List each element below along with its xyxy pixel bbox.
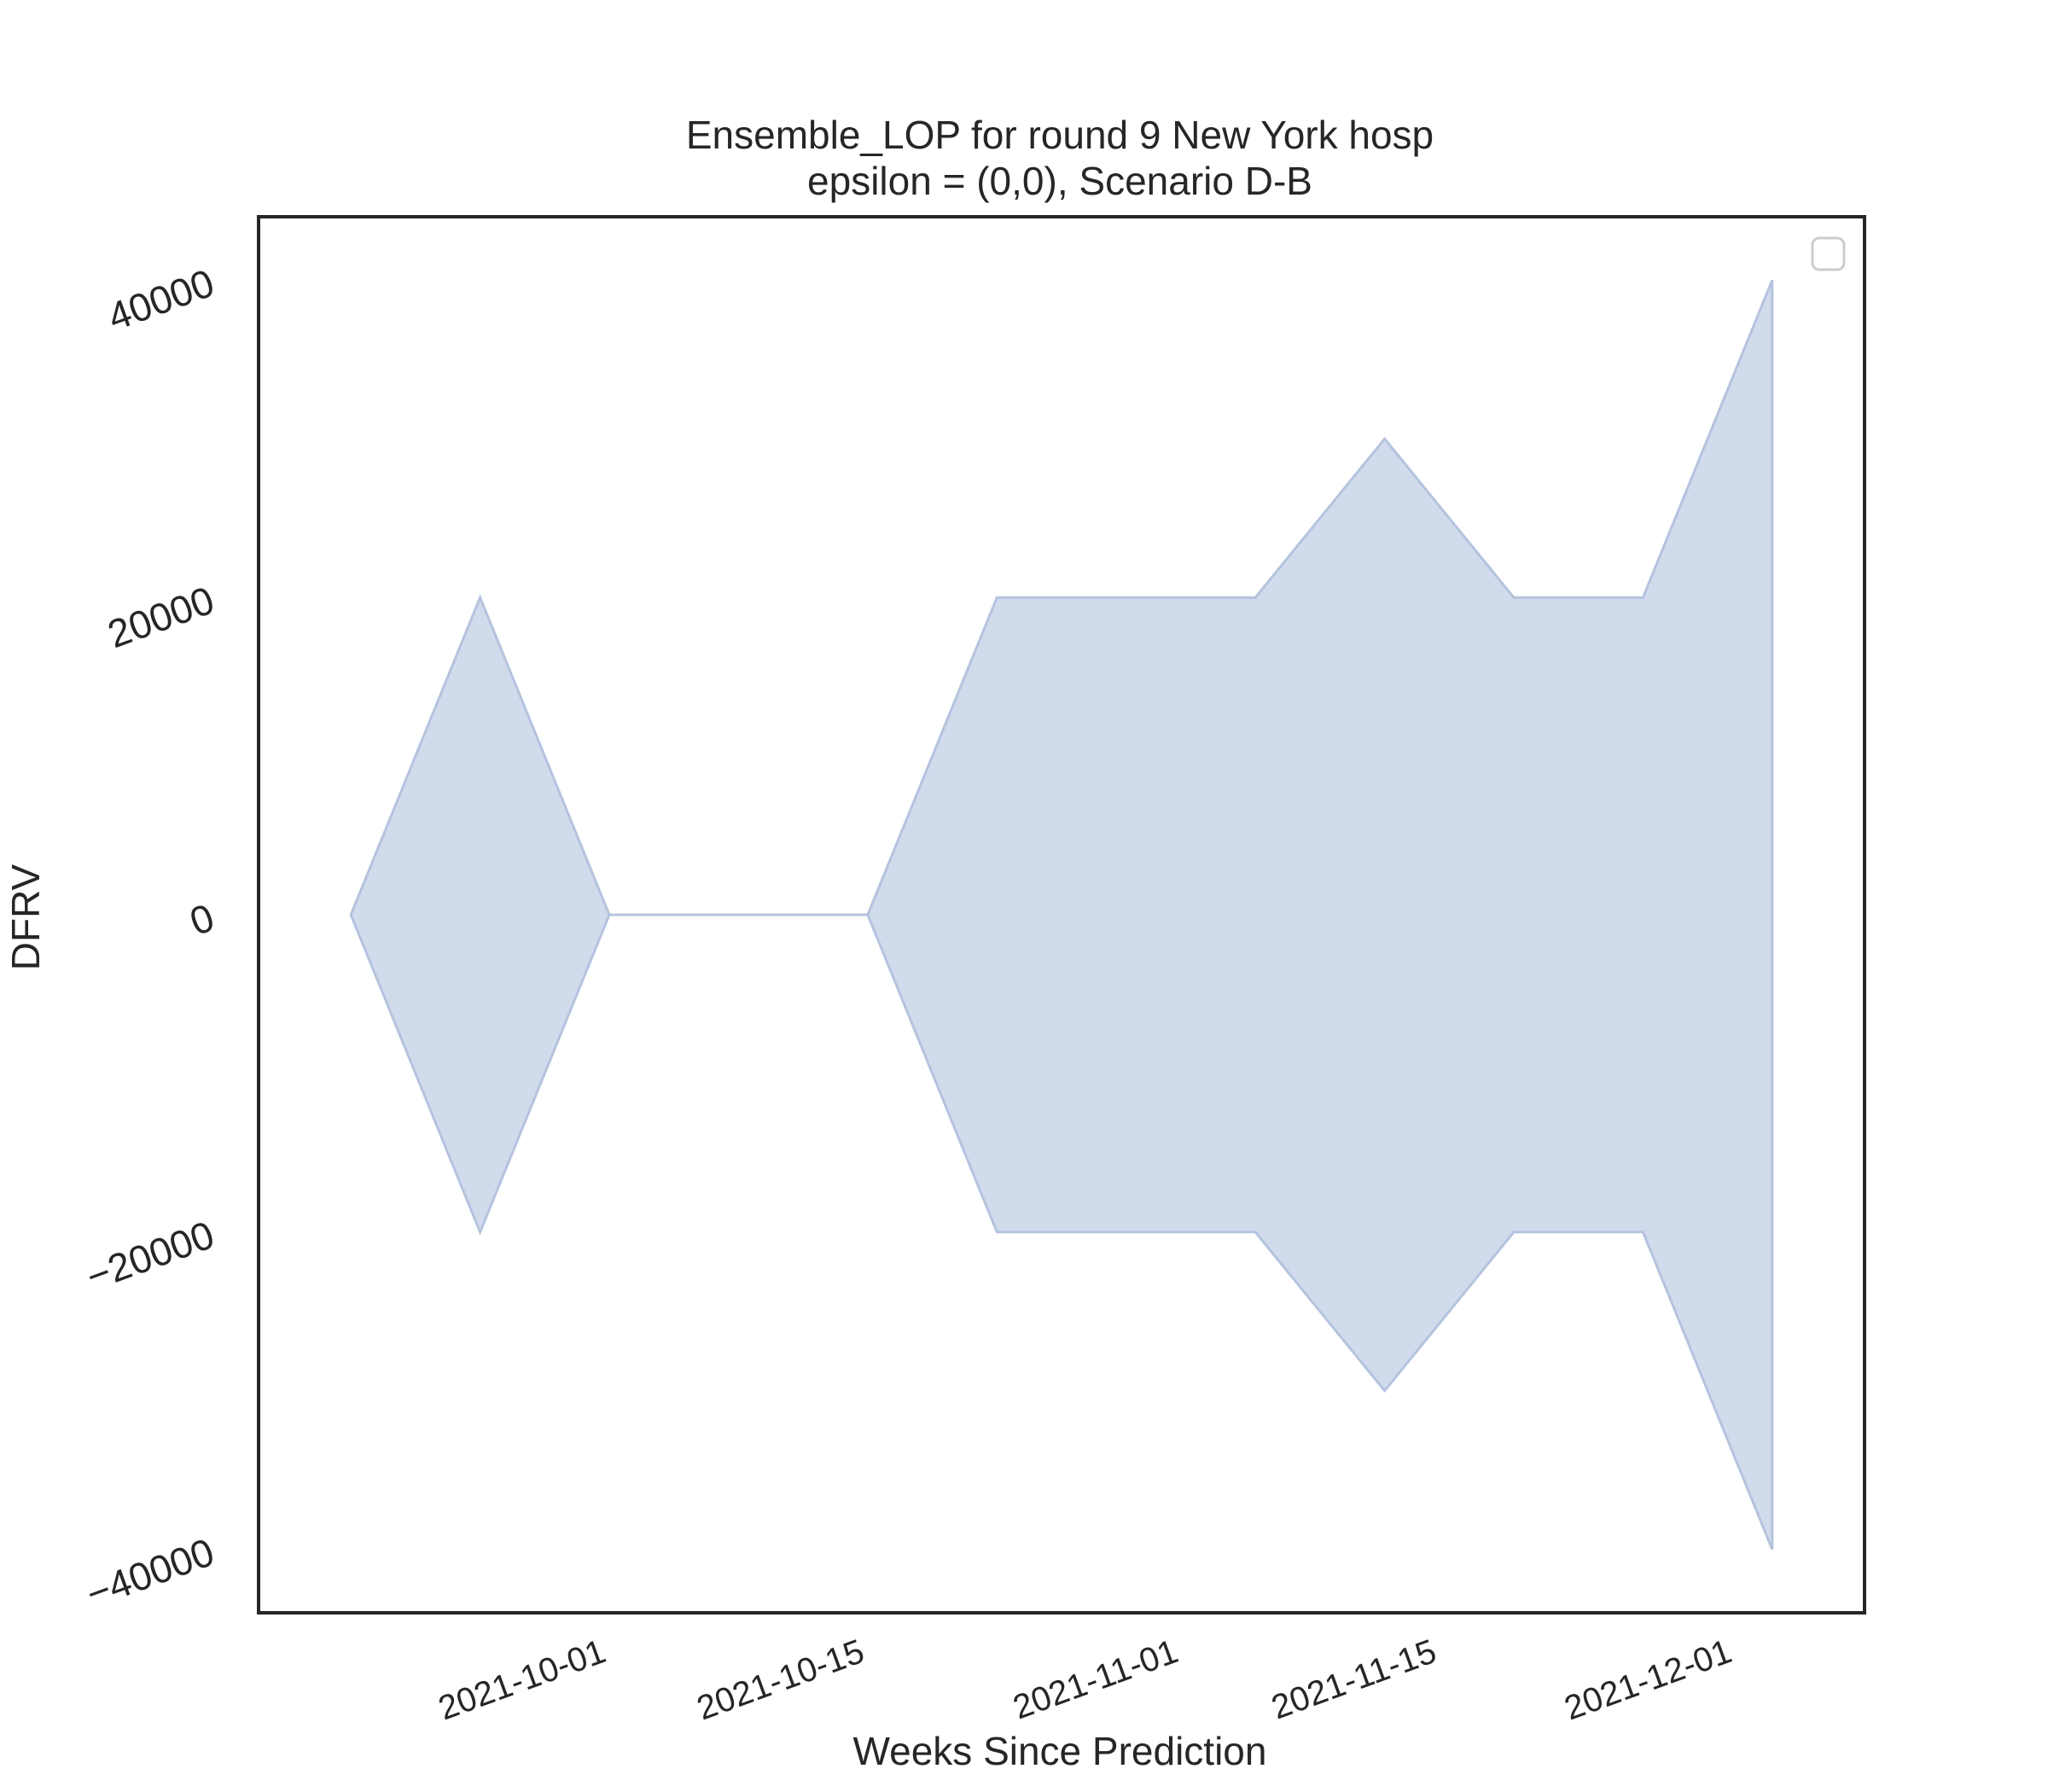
x-axis-label: Weeks Since Prediction [853, 1729, 1267, 1773]
y-tick-label: 0 [184, 895, 220, 945]
legend-box [1811, 236, 1846, 271]
x-tick-label: 2021-11-15 [1266, 1632, 1441, 1726]
chart-subtitle: epsilon = (0,0), Scenario D-B [807, 159, 1312, 203]
x-tick-label: 2021-12-01 [1560, 1632, 1737, 1727]
y-tick-label: −40000 [80, 1529, 219, 1616]
x-tick-label: 2021-10-15 [692, 1632, 869, 1727]
y-tick-label: −20000 [80, 1212, 219, 1299]
band-area [349, 279, 1774, 1551]
y-axis-label: DFRV [3, 864, 48, 970]
x-tick-label: 2021-11-01 [1009, 1632, 1184, 1726]
x-tick-labels: 2021-10-01 2021-10-15 2021-11-01 2021-11-15… [433, 1632, 1737, 1727]
chart-title: Ensemble_LOP for round 9 New York hosp [686, 113, 1434, 157]
x-tick-label: 2021-10-01 [433, 1632, 610, 1727]
y-tick-label: 40000 [102, 260, 219, 340]
y-tick-label: 20000 [102, 578, 219, 657]
axes-frame [257, 215, 1866, 1615]
plot-area [349, 279, 1774, 1551]
y-tick-labels: −40000 −20000 0 20000 40000 [80, 260, 219, 1616]
